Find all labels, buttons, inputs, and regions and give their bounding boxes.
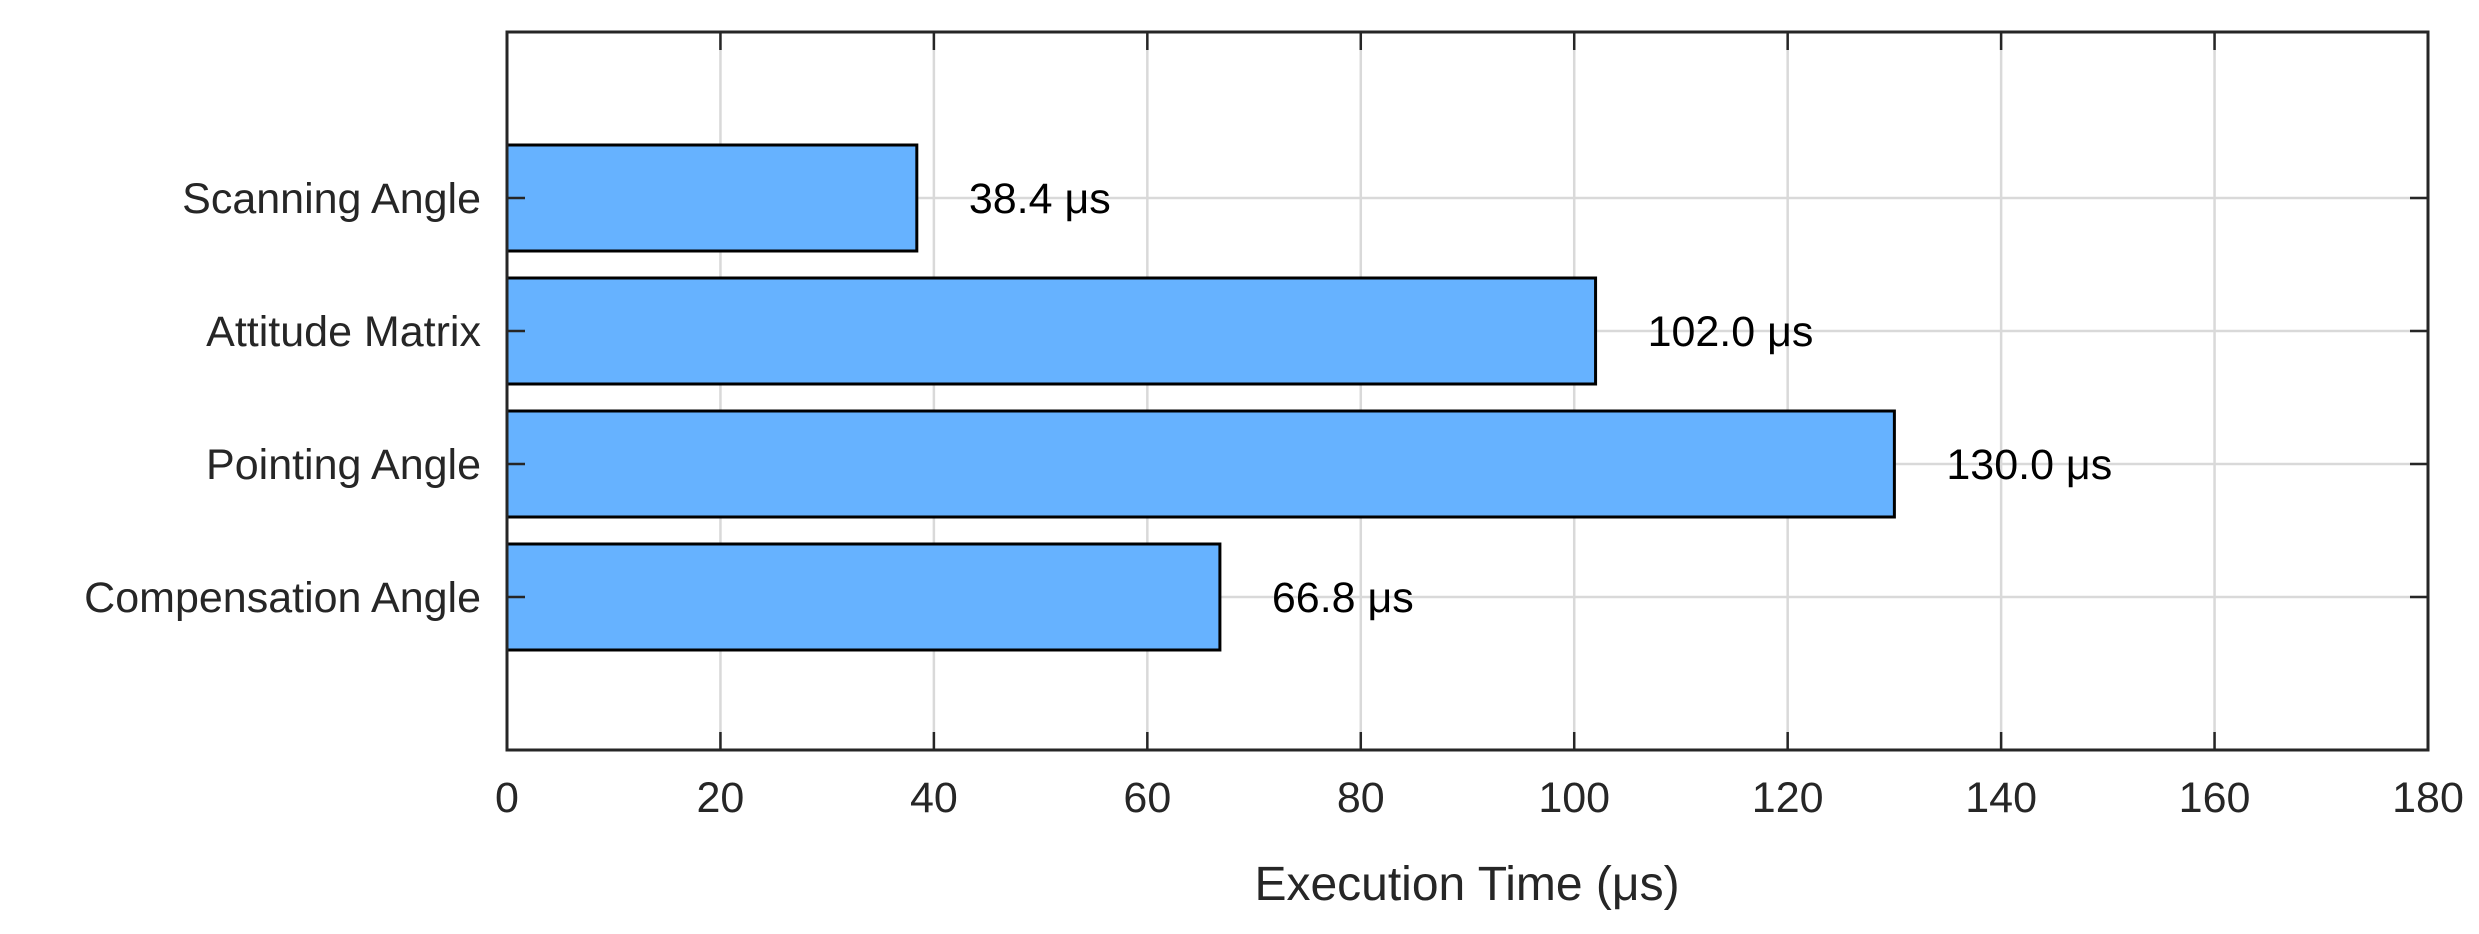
x-tick-label: 60 [1123,774,1171,822]
x-tick-label: 20 [697,774,745,822]
bar [505,409,1896,519]
data-label: 66.8 μs [1272,574,1414,622]
x-tick-label: 100 [1538,774,1610,822]
data-label: 38.4 μs [969,175,1111,223]
x-axis-title: Execution Time (μs) [1254,858,1679,911]
x-tick-label: 80 [1337,774,1385,822]
bar [505,143,919,253]
plot-frame [505,30,2430,752]
x-tick-label: 120 [1752,774,1824,822]
x-tick-labels: 0 20 40 60 80 100 120 140 160 180 [495,774,2464,822]
bars [505,143,1896,652]
y-tick-label: Attitude Matrix [206,308,481,356]
data-label: 130.0 μs [1946,441,2112,489]
y-tick-label: Scanning Angle [182,175,481,223]
x-tick-label: 0 [495,774,519,822]
y-tick-labels: Scanning Angle Attitude Matrix Pointing An… [84,175,481,622]
bar [505,542,1222,652]
x-tick-label: 180 [2392,774,2464,822]
bar [505,276,1598,386]
x-tick-label: 160 [2179,774,2251,822]
x-tick-label: 40 [910,774,958,822]
y-tick-label: Compensation Angle [84,574,481,622]
data-labels: 38.4 μs 102.0 μs 130.0 μs 66.8 μs [969,175,2112,622]
x-tick-label: 140 [1965,774,2037,822]
y-tick-label: Pointing Angle [206,441,481,489]
data-label: 102.0 μs [1648,308,1814,356]
